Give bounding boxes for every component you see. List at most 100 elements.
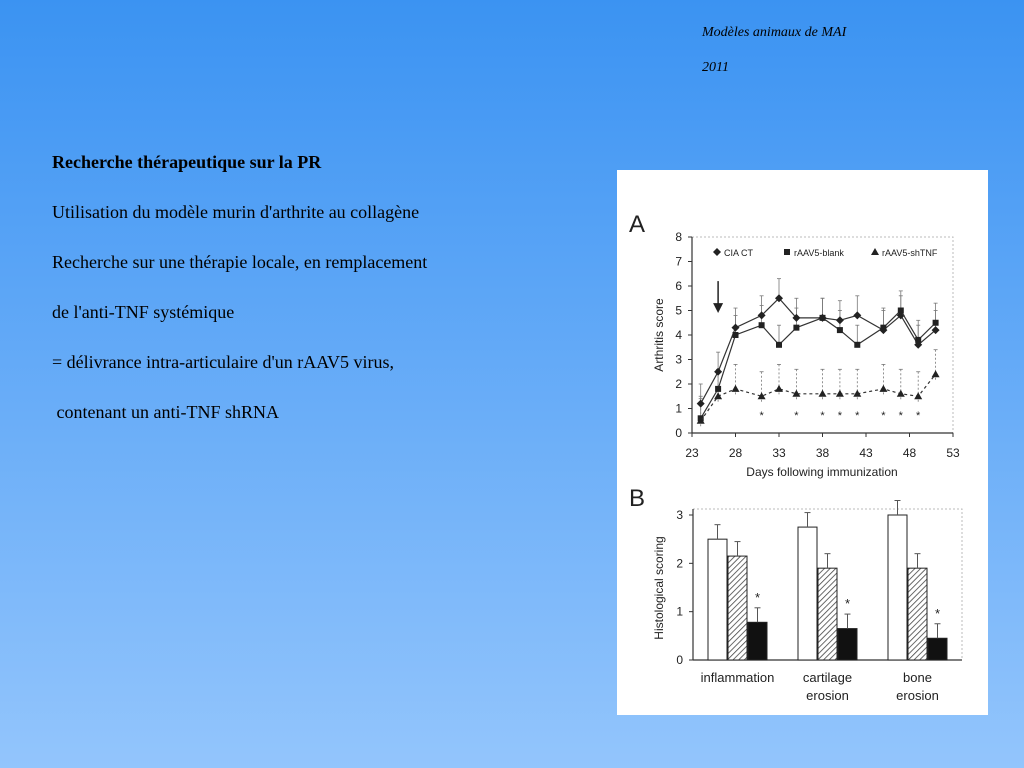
section-title: Recherche thérapeutique sur la PR [52,152,322,172]
panel-a-y-tick-label-6: 6 [675,279,682,293]
panel-a-star-4: * [855,410,860,422]
panel-a-point-0-3 [757,311,766,320]
panel-b-star-2: * [935,606,940,621]
text-line-2: Recherche sur une thérapie locale, en re… [52,252,428,272]
panel-a-point-2-12 [931,370,940,378]
header-note: Modèles animaux de MAI 2011 [702,24,902,94]
panel-a-x-tick-label-6: 53 [946,446,960,460]
panel-b-bar-2-2 [927,637,948,661]
panel-a-point-0-4 [775,294,783,303]
panel-a-point-2-6 [818,389,827,397]
panel-a-y-tick-label-5: 5 [675,304,682,318]
panel-a-point-0-12 [931,326,940,335]
panel-b-category-label-2-1: erosion [896,688,939,703]
panel-a-point-2-9 [879,384,888,392]
panel-a-y-tick-label-8: 8 [675,230,682,244]
panel-a-point-2-8 [853,389,862,397]
panel-a-x-axis-label: Days following immunization [746,465,897,479]
panel-a-star-2: * [820,410,825,422]
panel-a-point-2-7 [835,389,844,397]
panel-a-point-1-1 [715,385,722,392]
panel-a-point-0-1 [714,367,723,376]
panel-a-y-tick-label-0: 0 [675,426,682,440]
panel-a-point-1-3 [758,322,765,329]
text-line-4: = délivrance intra-articulaire d'un rAAV… [52,352,394,372]
panel-a-point-1-5 [793,324,800,331]
panel-b-y-axis-label: Histological scoring [652,536,666,639]
panel-a-label: A [629,211,645,238]
panel-a-x-tick-label-1: 28 [729,446,743,460]
panel-b-bar-0-2 [747,621,768,661]
panel-a-point-0-7 [835,316,844,325]
panel-b-y-tick-label-1: 1 [676,605,683,619]
panel-a-point-0-11 [914,340,923,349]
panel-b-star-0: * [755,590,760,605]
panel-a-arrow-head [713,303,724,313]
panel-a-legend-label-2: rAAV5-shTNF [882,248,938,258]
panel-a-star-3: * [838,410,843,422]
panel-a-legend-label-1: rAAV5-blank [794,248,844,258]
panel-a-x-tick-label-5: 48 [903,446,917,460]
panel-a-point-2-5 [792,389,801,397]
panel-b-category-label-2-0: bone [903,670,932,685]
panel-a-point-0-2 [731,323,740,332]
panel-a-point-1-8 [854,341,861,348]
panel-a-y-axis-label: Arthritis score [652,298,666,372]
panel-a-star-6: * [899,410,904,422]
panel-a-point-1-9 [880,324,887,331]
panel-a-point-2-11 [914,392,923,400]
panel-b-bar-2-0 [887,514,908,661]
panel-a-frame [691,236,954,434]
panel-b-category-label-1-0: cartilage [803,670,852,685]
panel-a-x-tick-label-0: 23 [685,446,699,460]
panel-a-point-2-10 [896,389,905,397]
text-line-1: Utilisation du modèle murin d'arthrite a… [52,202,420,222]
panel-a-y-tick-label-4: 4 [675,328,682,342]
panel-a-legend-marker-1 [784,249,790,255]
panel-b-bar-1-0 [797,526,818,661]
panel-b-bar-0-1 [727,555,748,661]
panel-b-category-label-1-1: erosion [806,688,849,703]
panel-a-point-2-2 [731,384,740,392]
panel-a-point-2-0 [696,416,705,424]
panel-a-y-tick-label-7: 7 [675,255,682,269]
panel-a-point-0-0 [696,399,705,408]
panel-a-point-2-4 [775,384,783,392]
panel-a-point-1-4 [776,341,782,348]
header-line-2: 2011 [702,60,729,75]
panel-b-y-tick-label-0: 0 [676,653,683,667]
panel-b-star-1: * [845,596,850,611]
panel-a-point-2-3 [757,392,766,400]
panel-b-bar-0-0 [707,538,728,661]
panel-a-legend-marker-2 [871,248,879,255]
panel-a-y-tick-label-1: 1 [675,402,682,416]
panel-a-x-tick-label-4: 43 [859,446,873,460]
panel-a-point-2-1 [714,392,723,400]
panel-a-star-1: * [794,410,799,422]
panel-a-star-0: * [759,410,764,422]
panel-a-point-0-5 [792,313,801,322]
panel-a-legend-marker-0 [713,248,721,256]
panel-a-point-1-6 [819,314,826,321]
panel-a-point-1-10 [897,307,904,314]
panel-a-point-1-7 [836,327,843,334]
panel-b-label: B [629,485,645,512]
text-line-3: de l'anti-TNF systémique [52,302,235,322]
panel-a-point-1-11 [915,336,922,343]
text-line-5: contenant un anti-TNF shRNA [52,402,279,422]
panel-a-point-1-2 [732,332,739,338]
panel-a-y-tick-label-2: 2 [675,377,682,391]
panel-a-y-tick-label-3: 3 [675,353,682,367]
panel-a-star-5: * [881,410,886,422]
panel-b-y-tick-label-3: 3 [676,508,683,522]
panel-b-bar-1-2 [837,628,858,661]
header-line-1: Modèles animaux de MAI [702,25,847,40]
panel-b-category-label-0-0: inflammation [701,670,775,685]
panel-b-bar-1-1 [817,567,838,661]
text-block: Recherche thérapeutique sur la PR Utilis… [52,150,592,450]
panel-b-bar-2-1 [907,567,928,661]
panel-a-star-7: * [916,410,921,422]
panel-a-point-0-8 [853,311,862,320]
panel-a-point-1-12 [932,319,939,326]
